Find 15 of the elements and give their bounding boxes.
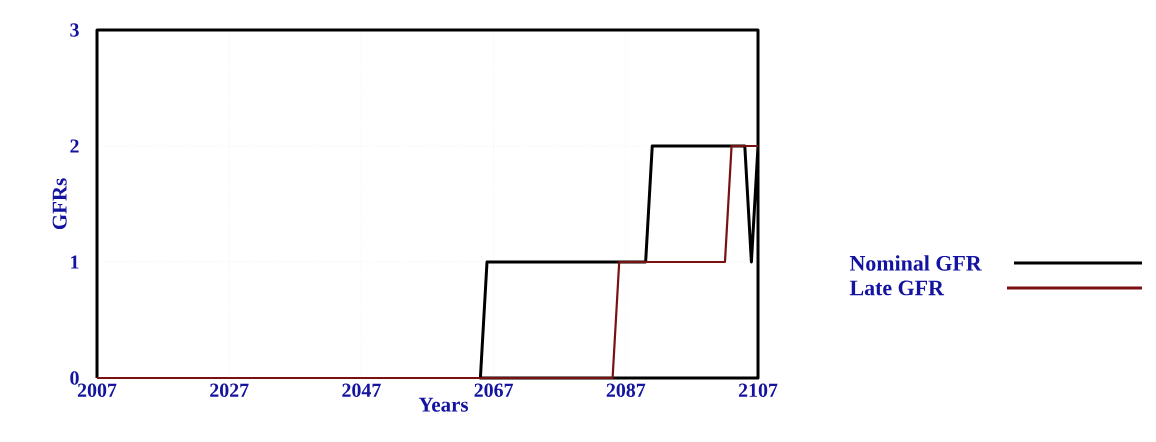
y-axis-title: GFRs — [52, 178, 67, 230]
y-tick-label: 3 — [70, 23, 79, 37]
y-tick-label: 0 — [70, 371, 79, 385]
x-axis-title: Years — [418, 397, 468, 412]
x-tick-label: 2027 — [210, 383, 249, 397]
line-series — [95, 28, 760, 380]
x-tick-label: 2067 — [474, 383, 514, 397]
x-tick-label: 2047 — [342, 383, 381, 397]
y-tick-label: 1 — [71, 255, 79, 269]
text: Nominal GFR — [849, 255, 982, 271]
x-tick-label: 2007 — [77, 383, 117, 397]
x-tick-label: 2087 — [606, 383, 646, 397]
y-tick-label: 2 — [70, 139, 79, 153]
text: Late GFR — [849, 280, 945, 296]
x-tick-label: 2107 — [738, 383, 778, 397]
